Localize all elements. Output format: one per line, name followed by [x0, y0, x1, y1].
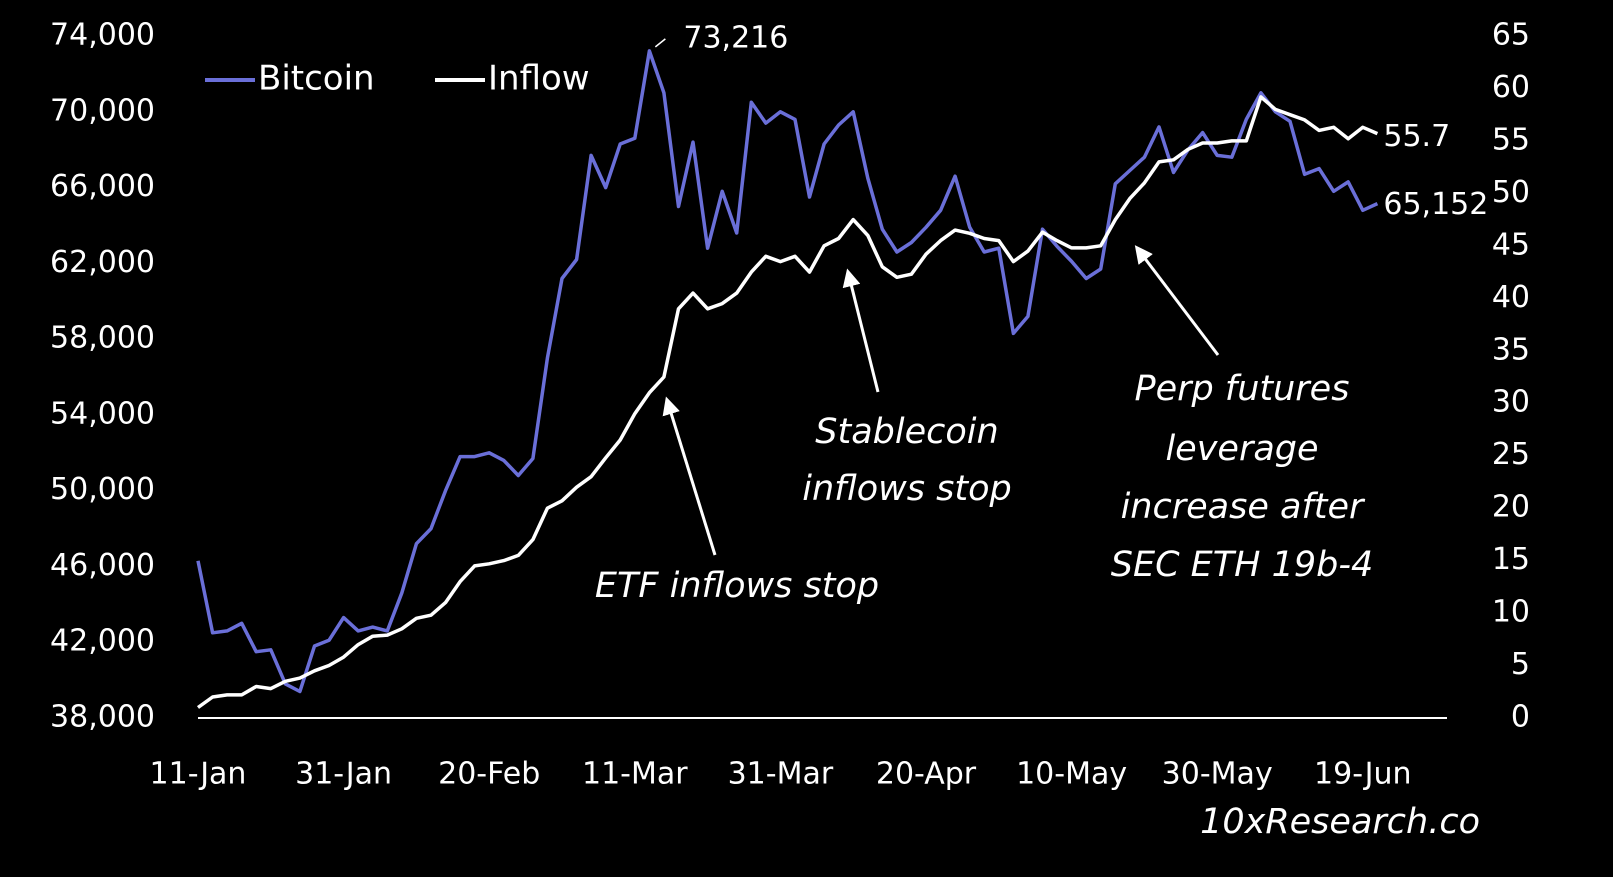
x-tick-label: 19-Jun [1314, 757, 1412, 792]
y2-tick-label: 35 [1492, 332, 1530, 367]
annotation-text: leverage [1165, 429, 1318, 469]
annotation-arrow [662, 396, 717, 556]
y2-tick-label: 40 [1492, 280, 1530, 315]
x-tick-label: 11-Jan [150, 757, 247, 792]
y2-tick-label: 30 [1492, 385, 1530, 420]
annotation-arrow [842, 268, 880, 393]
annotation-text: SEC ETH 19b-4 [1111, 545, 1373, 585]
data-label: 65,152 [1383, 187, 1488, 222]
y-tick-label: 62,000 [50, 245, 155, 280]
y2-tick-label: 60 [1492, 70, 1530, 105]
y2-tick-label: 25 [1492, 437, 1530, 472]
x-tick-label: 10-May [1016, 757, 1127, 792]
annotation-text: Stablecoin [815, 412, 998, 452]
legend: Bitcoin Inflow [205, 59, 590, 99]
annotation-text: ETF inflows stop [595, 566, 879, 606]
annotation-text: Perp futures [1135, 369, 1350, 409]
y-tick-label: 54,000 [50, 396, 155, 431]
y-tick-label: 42,000 [50, 624, 155, 659]
label-leader [654, 38, 666, 48]
annotations: ETF inflows stop Stablecoin inflows stop… [595, 245, 1373, 606]
x-tick-label: 31-Jan [295, 757, 392, 792]
legend-label: Inflow [488, 59, 590, 99]
y-tick-label: 66,000 [50, 169, 155, 204]
x-tick-label: 20-Feb [438, 757, 540, 792]
y2-tick-label: 45 [1492, 227, 1530, 262]
y2-tick-label: 5 [1511, 647, 1530, 682]
y2-tick-label: 10 [1492, 595, 1530, 630]
x-tick-label: 11-Mar [582, 757, 688, 792]
y-tick-label: 38,000 [50, 700, 155, 735]
series-line [196, 95, 1379, 709]
y2-tick-label: 0 [1511, 700, 1530, 735]
annotation-text: increase after [1121, 487, 1366, 527]
y-tick-label: 70,000 [50, 93, 155, 128]
annotation-arrow [1134, 245, 1220, 356]
x-tick-label: 20-Apr [876, 757, 977, 792]
data-label: 73,216 [683, 20, 788, 55]
y2-tick-label: 20 [1492, 490, 1530, 525]
series-line [196, 49, 1379, 694]
legend-label: Bitcoin [258, 59, 375, 99]
annotation-text: inflows stop [802, 469, 1012, 509]
y-tick-label: 74,000 [50, 18, 155, 53]
y-tick-label: 50,000 [50, 472, 155, 507]
data-label: 55.7 [1383, 119, 1450, 154]
x-tick-label: 30-May [1162, 757, 1273, 792]
y-tick-label: 46,000 [50, 548, 155, 583]
y2-tick-label: 55 [1492, 122, 1530, 157]
y-tick-label: 58,000 [50, 321, 155, 356]
x-tick-label: 31-Mar [728, 757, 834, 792]
y2-tick-label: 50 [1492, 175, 1530, 210]
y2-tick-label: 65 [1492, 18, 1530, 53]
source: 10xResearch.co [1200, 802, 1480, 842]
y2-tick-label: 15 [1492, 542, 1530, 577]
